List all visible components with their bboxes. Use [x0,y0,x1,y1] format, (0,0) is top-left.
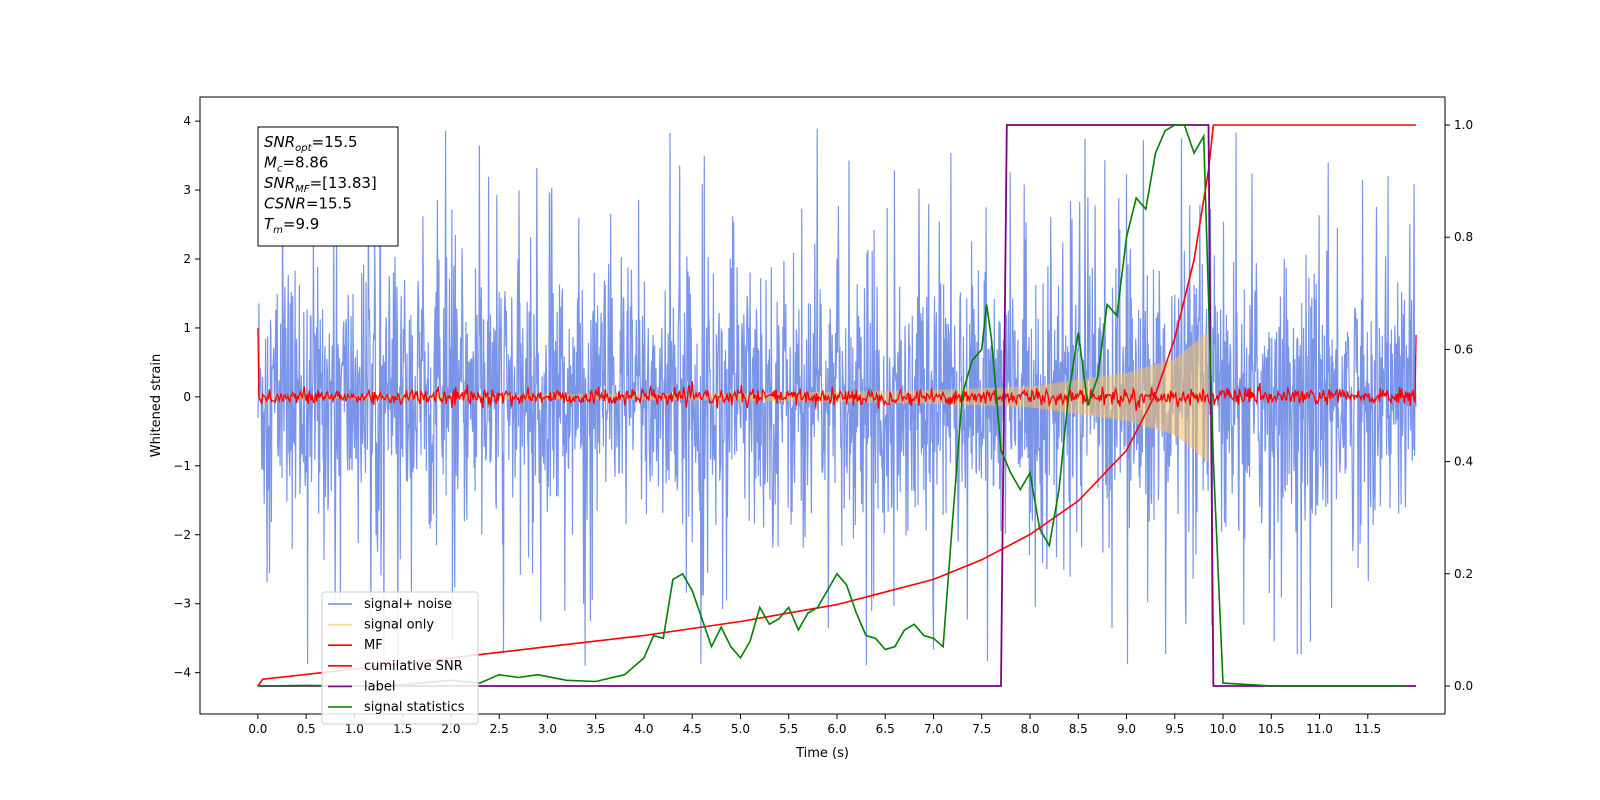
legend: signal+ noise signal only MF cumilative SNR… [321,591,479,725]
y-left-tick-label: −3 [173,597,191,611]
x-tick-label: 6.5 [876,722,895,736]
x-tick-label: 10.5 [1258,722,1285,736]
x-tick-label: 1.5 [393,722,412,736]
y-left-tick-label: 0 [183,390,191,404]
y-right-tick-label: 0.0 [1454,679,1473,693]
y-right-tick-label: 0.2 [1454,567,1473,581]
x-tick-label: 8.0 [1020,722,1039,736]
x-tick-label: 4.5 [683,722,702,736]
y-left-tick-label: 2 [183,252,191,266]
annotation-line: CSNR=15.5 [264,195,352,213]
x-tick-label: 2.0 [441,722,460,736]
legend-entry: cumilative SNR [328,659,463,674]
legend-entry: signal+ noise [328,597,452,612]
x-tick-label: 3.5 [586,722,605,736]
x-tick-label: 3.0 [538,722,557,736]
y-left-tick-label: −2 [173,528,191,542]
y-right-tick-label: 0.6 [1454,342,1473,356]
axis-ticks: 0.0 0.5 1.0 1.5 2.0 2.5 3.0 3.5 4.0 4.5 5.0 5.5 6.0 6… [173,114,1473,736]
y-left-tick-label: 3 [183,183,191,197]
y-axis-label: Whitened strain [149,354,164,457]
annotation-line: Tm=9.9 [264,215,319,236]
legend-entry: signal statistics [328,700,465,715]
x-tick-label: 5.5 [779,722,798,736]
x-tick-label: 0.5 [297,722,316,736]
y-left-tick-label: 4 [183,114,191,128]
x-tick-label: 8.5 [1069,722,1088,736]
annotation-line: SNRopt=15.5 [264,133,358,154]
series-signal-plus-noise [257,128,1417,666]
annotation-line: SNRMF=[13.83] [264,174,377,195]
legend-label: MF [364,638,383,653]
x-tick-label: 5.0 [731,722,750,736]
y-left-tick-label: −4 [173,666,191,680]
x-tick-label: 1.0 [345,722,364,736]
plot-frame [199,96,1446,715]
x-tick-label: 10.0 [1210,722,1237,736]
legend-entry: signal only [328,618,434,633]
y-right-tick-label: 0.4 [1454,455,1473,469]
legend-label: signal statistics [364,700,465,715]
legend-label: label [364,679,395,694]
x-tick-label: 11.0 [1306,722,1333,736]
x-tick-label: 7.5 [972,722,991,736]
x-axis-label: Time (s) [795,746,849,761]
x-tick-label: 11.5 [1354,722,1381,736]
series-mf [257,327,1417,411]
legend-label: signal only [364,618,434,633]
series-label [257,124,1416,687]
legend-label: cumilative SNR [364,659,463,674]
x-tick-label: 4.0 [634,722,653,736]
series-signal-statistics [257,124,1407,687]
x-tick-label: 7.0 [924,722,943,736]
legend-label: signal+ noise [364,597,452,612]
annotation-line: Mc=8.86 [264,154,328,175]
y-left-tick-label: −1 [173,459,191,473]
y-right-tick-label: 0.8 [1454,230,1473,244]
annotation-box: SNRopt=15.5Mc=8.86SNRMF=[13.83]CSNR=15.5… [257,126,399,247]
legend-entry: label [328,679,395,694]
legend-entry: MF [328,638,383,653]
y-right-tick-label: 1.0 [1454,118,1473,132]
x-tick-label: 2.5 [490,722,509,736]
x-tick-label: 0.0 [248,722,267,736]
x-tick-label: 9.0 [1117,722,1136,736]
x-tick-label: 6.0 [827,722,846,736]
x-tick-label: 9.5 [1165,722,1184,736]
y-left-tick-label: 1 [183,321,191,335]
